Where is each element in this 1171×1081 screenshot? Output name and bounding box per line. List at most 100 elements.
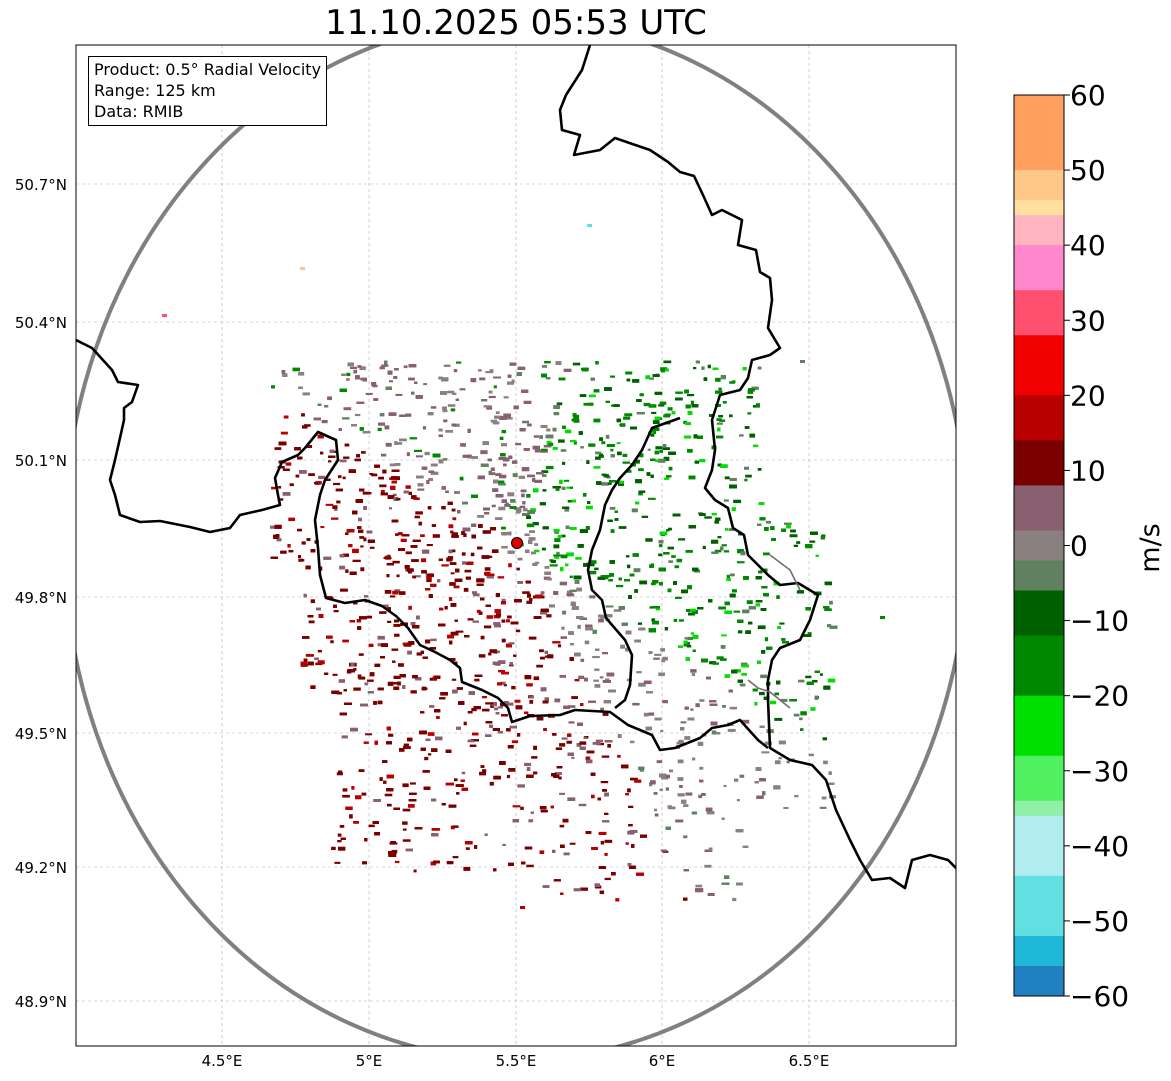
echo-gate — [627, 788, 631, 793]
echo-gate — [489, 649, 497, 653]
echo-gate — [579, 746, 586, 750]
echo-gate — [451, 508, 456, 512]
echo-gate — [664, 413, 671, 416]
echo-gate — [430, 471, 439, 475]
echo-gate — [374, 663, 381, 667]
echo-gate — [625, 793, 629, 796]
echo-gate — [598, 866, 606, 869]
echo-gate — [552, 733, 557, 736]
echo-gate — [441, 506, 446, 510]
echo-gate — [415, 395, 423, 399]
echo-gate — [824, 581, 832, 586]
echo-gate — [329, 449, 335, 453]
echo-gate — [428, 753, 432, 756]
echo-gate — [392, 493, 397, 496]
lat-tick-label: 49.2°N — [15, 859, 67, 877]
echo-gate — [625, 371, 633, 375]
echo-gate — [707, 893, 715, 896]
echo-gate — [381, 364, 389, 367]
echo-gate — [387, 803, 392, 807]
echo-gate — [665, 787, 669, 791]
echo-gate — [630, 426, 637, 430]
echo-gate — [501, 443, 507, 447]
echo-gate — [488, 395, 496, 399]
echo-gate — [542, 700, 549, 704]
echo-gate — [398, 591, 406, 595]
echo-gate — [408, 804, 415, 808]
echo-gate — [678, 645, 683, 648]
echo-gate — [470, 552, 475, 557]
echo-gate — [471, 494, 478, 498]
echo-gate — [668, 466, 673, 471]
echo-gate — [604, 852, 608, 856]
echo-gate — [582, 367, 589, 372]
echo-gate — [526, 864, 534, 868]
echo-gate — [576, 587, 582, 592]
echo-gate — [524, 762, 532, 767]
echo-gate — [408, 799, 417, 802]
echo-gate — [559, 479, 563, 484]
lat-tick-label: 48.9°N — [15, 993, 67, 1011]
echo-gate — [391, 469, 400, 472]
echo-gate — [683, 643, 688, 647]
echo-gate — [675, 819, 684, 823]
echo-gate — [397, 681, 401, 686]
echo-gate — [483, 405, 492, 408]
echo-gate — [699, 766, 704, 770]
echo-gate — [415, 677, 422, 681]
echo-gate — [748, 606, 756, 610]
echo-gate — [508, 563, 512, 568]
echo-gate — [630, 777, 638, 781]
echo-gate — [450, 603, 457, 607]
echo-gate — [540, 656, 545, 660]
echo-gate — [569, 589, 577, 592]
echo-gate — [428, 470, 435, 473]
echo-gate — [365, 733, 372, 736]
echo-gate — [377, 427, 382, 432]
echo-gate — [602, 575, 611, 578]
echo-gate — [508, 531, 512, 536]
echo-gate — [383, 556, 392, 559]
echo-gate — [452, 533, 458, 537]
echo-gate — [578, 431, 583, 435]
echo-gate — [443, 419, 448, 423]
echo-gate — [405, 413, 412, 417]
echo-gate — [343, 407, 352, 411]
echo-gate — [602, 680, 611, 683]
echo-gate — [565, 525, 570, 529]
echo-gate — [342, 794, 350, 798]
echo-gate — [654, 391, 663, 395]
echo-gate — [522, 420, 529, 424]
echo-gate — [386, 574, 390, 578]
echo-gate — [726, 578, 731, 581]
echo-gate — [829, 600, 833, 605]
echo-gate — [360, 377, 367, 381]
echo-gate — [709, 700, 717, 703]
echo-gate — [631, 508, 638, 513]
echo-gate — [651, 618, 656, 622]
echo-gate — [367, 679, 374, 682]
echo-gate — [363, 741, 369, 744]
echo-gate — [500, 416, 505, 419]
echo-gate — [697, 741, 704, 746]
echo-gate — [616, 442, 621, 445]
echo-gate — [480, 635, 485, 640]
echo-gate — [497, 682, 503, 686]
echo-gate — [383, 780, 387, 784]
echo-gate — [379, 611, 387, 614]
echo-gate — [625, 647, 629, 652]
echo-gate — [438, 623, 446, 627]
echo-gate — [654, 808, 657, 812]
echo-gate — [608, 579, 613, 582]
echo-gate — [776, 680, 781, 685]
echo-gate — [453, 585, 460, 589]
echo-gate — [300, 559, 305, 562]
echo-gate — [433, 860, 440, 864]
echo-gate — [490, 704, 494, 708]
echo-gate — [498, 483, 506, 486]
echo-gate — [574, 652, 581, 657]
echo-gate — [328, 460, 332, 463]
echo-gate — [599, 676, 604, 679]
echo-gate — [762, 791, 766, 796]
echo-gate — [353, 369, 358, 374]
